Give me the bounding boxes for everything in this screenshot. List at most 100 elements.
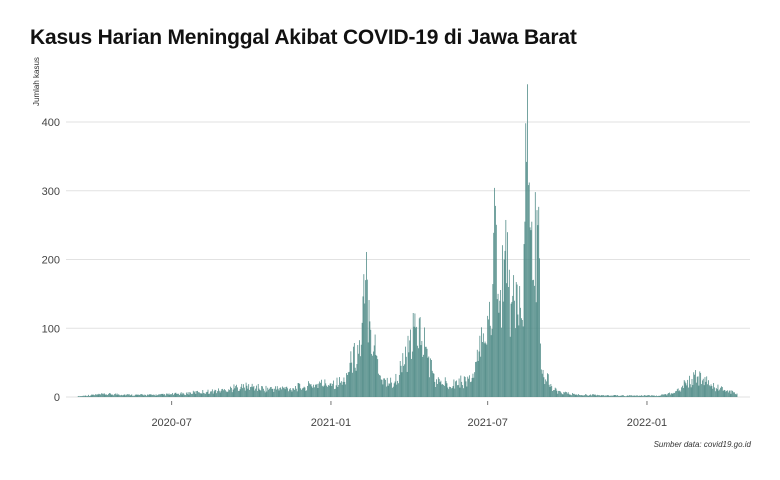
- bar: [595, 395, 597, 397]
- bar: [130, 394, 132, 397]
- bar: [514, 328, 516, 397]
- bar: [316, 383, 318, 397]
- bar: [362, 296, 364, 397]
- bar: [572, 393, 574, 397]
- bar: [175, 392, 177, 397]
- bar: [456, 380, 457, 397]
- bar: [303, 386, 305, 397]
- bar: [153, 394, 154, 397]
- bar: [566, 392, 567, 397]
- bar: [233, 384, 235, 397]
- bar: [714, 391, 716, 397]
- bar: [659, 396, 661, 397]
- y-tick-label-0: 0: [54, 392, 60, 404]
- bar: [106, 394, 108, 397]
- bar: [157, 394, 159, 397]
- bar: [491, 328, 493, 397]
- bar: [282, 387, 284, 397]
- bar: [730, 393, 732, 397]
- bar: [260, 390, 262, 397]
- bar: [487, 315, 489, 398]
- bar: [500, 290, 502, 397]
- bar: [389, 383, 391, 397]
- bar: [488, 319, 489, 397]
- x-tick-label-1: 2021-01: [311, 417, 351, 429]
- bar: [465, 381, 467, 397]
- bar: [497, 293, 499, 397]
- bar: [290, 389, 292, 397]
- bar: [411, 358, 412, 397]
- bar: [489, 301, 490, 397]
- bar: [89, 395, 91, 397]
- bar: [134, 394, 136, 397]
- x-tick-label-3: 2022-01: [627, 417, 667, 429]
- bar: [418, 318, 420, 397]
- bar: [245, 382, 247, 397]
- bar: [407, 335, 409, 397]
- bar: [263, 388, 264, 397]
- bar: [391, 382, 392, 397]
- bar: [411, 351, 413, 397]
- bar: [363, 274, 365, 397]
- bar: [622, 395, 624, 397]
- bar: [477, 360, 479, 397]
- bar: [371, 353, 373, 397]
- bar: [385, 386, 387, 397]
- bar: [324, 379, 326, 397]
- bar: [327, 385, 329, 397]
- bar: [598, 395, 600, 397]
- bar: [278, 390, 280, 397]
- bar: [398, 383, 399, 397]
- bar: [495, 205, 496, 398]
- bar: [714, 387, 715, 398]
- bar: [650, 395, 651, 397]
- bar: [629, 395, 631, 397]
- bar: [232, 389, 234, 397]
- bar: [616, 395, 618, 397]
- bar: [722, 390, 724, 397]
- bar: [319, 381, 321, 397]
- bar: [536, 210, 538, 397]
- bar: [471, 377, 473, 397]
- bar: [325, 383, 327, 397]
- bar: [443, 385, 445, 397]
- bar: [476, 349, 478, 397]
- bar: [403, 365, 405, 397]
- bar: [137, 394, 139, 397]
- bar: [561, 393, 563, 397]
- bar: [482, 342, 483, 397]
- bar: [182, 392, 184, 397]
- bar: [680, 391, 682, 397]
- bar: [114, 393, 116, 397]
- bar: [83, 396, 85, 397]
- bar: [300, 388, 302, 397]
- bar: [669, 394, 671, 397]
- chart-title: Kasus Harian Meninggal Akibat COVID-19 d…: [30, 26, 577, 49]
- bar: [301, 389, 302, 397]
- bar: [163, 394, 165, 397]
- bar: [466, 386, 468, 397]
- bar: [704, 377, 706, 397]
- bar: [283, 387, 285, 397]
- bar: [77, 396, 79, 397]
- bar: [619, 395, 621, 398]
- bar: [360, 344, 362, 397]
- bar: [129, 395, 131, 397]
- bar: [214, 389, 216, 397]
- bar: [648, 395, 650, 397]
- bar: [342, 381, 344, 398]
- bar: [609, 395, 611, 397]
- bar: [401, 372, 403, 397]
- bar: [424, 346, 426, 397]
- bar: [111, 394, 113, 397]
- bar: [506, 283, 508, 397]
- bar: [192, 393, 193, 397]
- bar: [520, 307, 521, 397]
- bar: [452, 386, 454, 397]
- bar: [219, 392, 221, 397]
- bar: [124, 394, 126, 397]
- bar: [301, 388, 303, 397]
- bar: [206, 391, 208, 397]
- bar: [446, 383, 448, 397]
- bar: [655, 396, 657, 397]
